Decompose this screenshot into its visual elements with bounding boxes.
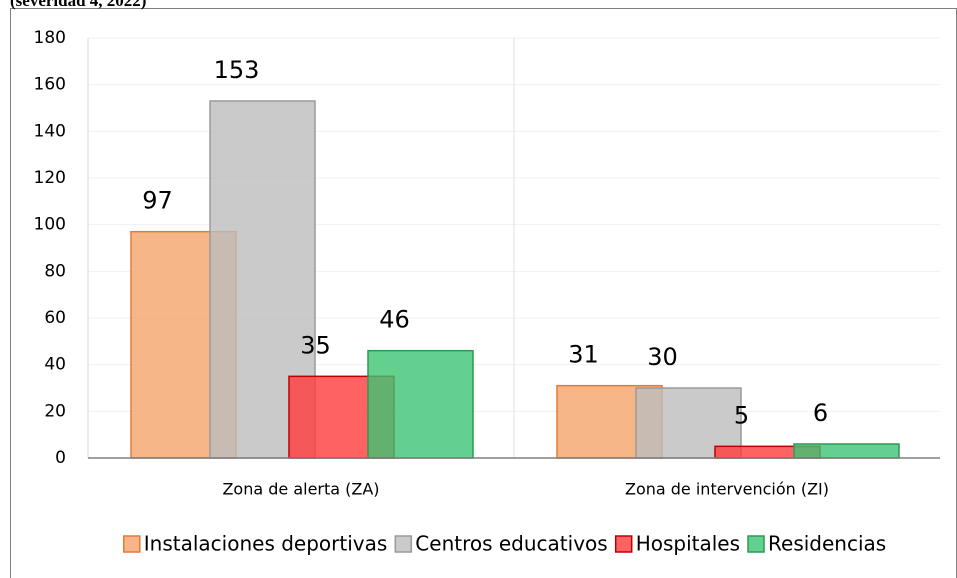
bar <box>367 349 474 459</box>
y-tick-label: 100 <box>34 215 66 235</box>
chart-title: (severidad 4, 2022) <box>10 0 146 10</box>
value-label: 30 <box>647 343 678 371</box>
y-tick-label: 80 <box>44 261 66 281</box>
y-tick-label: 60 <box>44 308 66 328</box>
value-label: 5 <box>734 401 749 429</box>
y-tick-label: 120 <box>34 168 66 188</box>
value-label: 35 <box>300 331 331 359</box>
value-label: 97 <box>142 187 173 215</box>
value-label: 46 <box>379 306 410 334</box>
legend-label: Hospitales <box>636 532 740 556</box>
value-label: 31 <box>568 341 599 369</box>
y-tick-label: 40 <box>44 355 66 375</box>
bar <box>793 443 900 459</box>
y-tick-label: 20 <box>44 401 66 421</box>
value-label: 6 <box>813 399 828 427</box>
y-tick-label: 180 <box>34 28 66 48</box>
legend-swatch <box>123 535 141 553</box>
y-tick-label: 160 <box>34 75 66 95</box>
legend-swatch <box>394 535 413 553</box>
y-tick-label: 0 <box>55 448 66 468</box>
legend-label: Residencias <box>768 532 886 556</box>
y-tick-label: 140 <box>34 121 66 141</box>
value-label: 153 <box>214 56 260 84</box>
legend-swatch <box>614 535 633 553</box>
x-tick-label: Zona de alerta (ZA) <box>222 480 379 499</box>
legend-label: Instalaciones deportivas <box>144 532 388 556</box>
legend-label: Centros educativos <box>415 532 607 556</box>
legend-swatch <box>747 535 765 553</box>
x-tick-label: Zona de intervención (ZI) <box>625 480 829 499</box>
